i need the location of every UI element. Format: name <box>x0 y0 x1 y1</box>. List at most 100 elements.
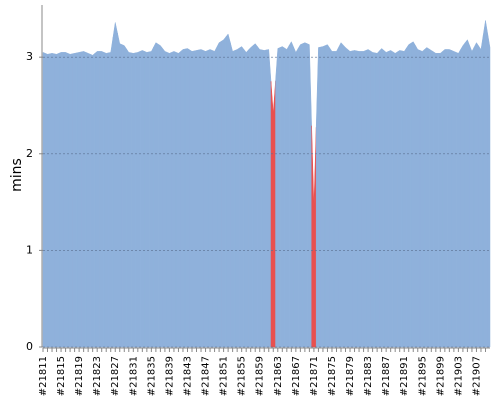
area-segment <box>180 48 186 348</box>
area-segment <box>333 46 339 348</box>
area-segment <box>338 42 344 348</box>
area-segment <box>45 52 51 348</box>
area-segment <box>415 44 421 348</box>
area-segment <box>130 52 136 348</box>
x-tick-label: #21855 <box>237 356 248 396</box>
area-segment <box>126 48 132 348</box>
area-segment <box>320 45 326 348</box>
area-segment <box>424 47 430 348</box>
area-segment <box>117 32 123 348</box>
area-segment <box>365 49 371 348</box>
area-segment <box>162 47 168 348</box>
area-segment <box>108 37 114 348</box>
x-tick-label: #21819 <box>74 356 85 396</box>
area-segment <box>189 49 195 348</box>
area-segment <box>261 49 267 348</box>
area-segment <box>157 43 163 348</box>
y-tick-label: 3 <box>26 50 33 63</box>
area-segment <box>239 46 245 348</box>
area-segment <box>175 50 181 348</box>
area-segment <box>194 49 200 348</box>
area-segment <box>67 52 73 348</box>
area-segment <box>234 47 240 348</box>
area-segment <box>460 41 466 348</box>
area-segment <box>144 50 150 348</box>
area-segment <box>270 80 276 348</box>
area-segment <box>487 33 491 348</box>
area-segment <box>216 40 222 348</box>
area-segment <box>324 44 330 348</box>
area-segment <box>478 34 484 348</box>
area-segment <box>135 50 141 348</box>
area-segment <box>257 45 263 348</box>
y-tick-label: 0 <box>26 340 33 353</box>
x-tick-label: #21891 <box>399 356 410 396</box>
x-tick-label: #21847 <box>201 356 212 396</box>
x-tick-label: #21871 <box>309 356 320 396</box>
area-segment <box>90 52 96 348</box>
area-segment <box>225 33 231 348</box>
x-tick-label: #21903 <box>453 356 464 396</box>
area-segment <box>153 42 159 348</box>
area-segment <box>388 50 394 348</box>
area-segment <box>329 47 335 348</box>
area-segment <box>437 50 443 348</box>
x-tick-label: #21879 <box>345 356 356 396</box>
x-tick-label: #21895 <box>417 356 428 396</box>
area-segment <box>230 42 236 348</box>
area-segment <box>347 48 353 348</box>
y-tick-label: 2 <box>26 147 33 160</box>
area-segment <box>419 48 425 348</box>
area-segment <box>383 49 389 348</box>
area-segment <box>252 43 258 348</box>
area-segment <box>121 44 127 348</box>
x-tick-label: #21875 <box>327 356 338 396</box>
area-segment <box>406 42 412 348</box>
x-tick-label: #21887 <box>381 356 392 396</box>
area-segment <box>297 43 303 348</box>
x-tick-label: #21843 <box>182 356 193 396</box>
x-tick-label: #21835 <box>146 356 157 396</box>
area-segment <box>311 125 317 348</box>
area-segment <box>212 46 218 348</box>
x-tick-label: #21907 <box>471 356 482 396</box>
area-segment <box>392 51 398 348</box>
x-tick-label: #21811 <box>38 356 49 396</box>
area-segment <box>94 51 100 348</box>
area-segment <box>49 53 55 348</box>
area-segment <box>207 49 213 348</box>
y-axis-label: mins <box>9 158 25 192</box>
area-segment <box>315 46 321 348</box>
area-segment <box>284 44 290 348</box>
area-segment <box>63 52 69 348</box>
area-segment <box>352 50 358 348</box>
x-tick-label: #21867 <box>291 356 302 396</box>
area-segment <box>433 51 439 348</box>
x-tick-label: #21827 <box>110 356 121 396</box>
area-segment <box>302 42 308 348</box>
area-segment <box>221 36 227 348</box>
area-segment <box>243 48 249 348</box>
area-segment <box>410 41 416 348</box>
area-segment <box>356 50 362 348</box>
area-segment <box>401 47 407 348</box>
area-segment <box>275 47 281 348</box>
area-segment <box>464 39 470 348</box>
area-segment <box>379 48 385 348</box>
area-segment <box>42 51 46 348</box>
area-segment <box>54 52 60 348</box>
area-segment <box>473 42 479 348</box>
area-segment <box>370 50 376 348</box>
area-segment <box>288 41 294 348</box>
area-segment <box>442 49 448 348</box>
area-segment <box>293 46 299 348</box>
area-segment <box>139 50 145 348</box>
area-segment <box>166 51 172 348</box>
area-segment <box>184 48 190 348</box>
area-segment <box>266 49 272 348</box>
area-segment <box>455 48 461 348</box>
area-segment <box>203 50 209 348</box>
x-tick-label: #21899 <box>435 356 446 396</box>
area-segment <box>428 48 434 348</box>
